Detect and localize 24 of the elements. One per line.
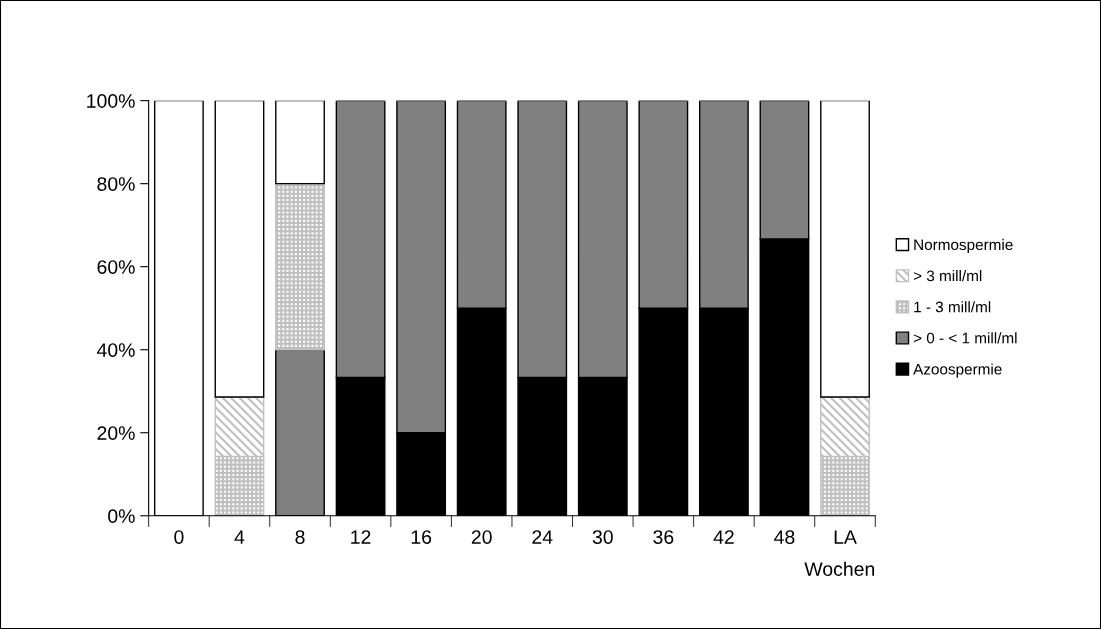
x-tick-label: 8: [295, 530, 305, 544]
legend-label: Normospermie: [914, 238, 1013, 254]
x-tick-label: 48: [774, 530, 795, 544]
y-tick-label: 80%: [97, 177, 135, 191]
legend-label: 1 - 3 mill/ml: [914, 301, 991, 313]
y-tick-label: 100%: [87, 94, 135, 108]
x-tick-label: 16: [411, 530, 432, 544]
x-tick-label: 0: [174, 530, 184, 544]
y-tick-label: 60%: [97, 260, 135, 274]
legend-label: Azoospermie: [913, 363, 1002, 378]
legend-label: > 3 mill/ml: [913, 270, 982, 282]
x-tick-label: 30: [592, 530, 613, 544]
y-tick-label: 40%: [96, 343, 135, 357]
x-tick-label: 36: [653, 530, 674, 544]
x-tick-label: 24: [532, 530, 553, 544]
legend-label: > 0 - < 1 mill/ml: [913, 332, 1017, 344]
y-tick-label: 20%: [97, 426, 135, 440]
x-tick-label: 42: [713, 530, 734, 544]
x-tick-label: 12: [351, 530, 371, 544]
x-tick-label: 4: [234, 530, 245, 544]
y-tick-label: 0%: [108, 509, 135, 524]
x-tick-label: 20: [471, 530, 492, 544]
x-tick-label: LA: [834, 530, 857, 544]
x-axis-title: Wochen: [804, 561, 875, 576]
